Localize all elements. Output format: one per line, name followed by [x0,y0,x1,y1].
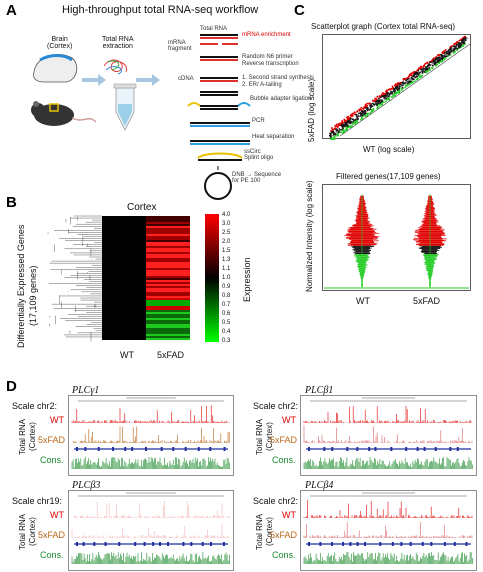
fad-label: 5xFAD [270,435,297,445]
fad-label: 5xFAD [270,530,297,540]
legend-tick: 1.3 [222,257,230,263]
legend-tick: 0.4 [222,329,230,335]
filtered-ylabel: Normalized Intensity (log scale) [305,180,314,292]
mouse-icon [31,101,96,126]
legend-tick: 2.5 [222,230,230,236]
heatmap-5xfad-column [146,216,190,340]
scatter-ylabel: 5xFAD (log scale) [307,79,316,142]
legend-tick: 0.3 [222,338,230,344]
genome-browser-view [68,490,234,572]
dendrogram [48,216,102,341]
genome-track-1: PLCβ1 Scale chr2: Total RNA (Cortex) WT … [245,385,483,477]
brain-icon [33,54,76,82]
expression-legend-ticks: 4.0 3.0 2.5 2.0 1.5 1.3 1.1 1.0 0.9 0.8 0.7 0.6 0.5 0… [222,212,240,342]
heatmap-col-wt: WT [120,350,134,360]
total-rna-label: Total RNA [18,419,27,455]
heatmap-col-5xfad: 5xFAD [157,350,184,360]
scale-label: Scale chr2: [253,496,298,506]
step-second-strand: 1. Second strand synthesis [242,75,314,81]
legend-tick: 0.5 [222,320,230,326]
filtered-title: Filtered genes(17,109 genes) [336,172,441,181]
cons-label: Cons. [40,550,64,560]
total-rna-label: Total RNA [255,514,264,550]
step-random-primer: Random N6 primer [242,54,293,60]
wt-label: WT [282,510,296,520]
heatmap [40,214,200,344]
scatter-title: Scatterplot graph (Cortex total RNA-seq) [311,22,455,31]
wt-label: WT [50,415,64,425]
legend-tick: 0.7 [222,302,230,308]
step-pcr: PCR [252,118,265,124]
genome-track-2: PLCβ3 Scale chr19: Total RNA (Cortex) WT… [0,480,240,572]
panel-b-label: B [6,194,17,211]
scatter-xlabel: WT (log scale) [363,145,414,154]
tube-icon [114,84,136,130]
expression-color-scale [205,214,221,344]
heatmap-ylabel-2: (17,109 genes) [28,265,38,326]
filtered-col-wt: WT [356,296,370,306]
legend-tick: 0.9 [222,284,230,290]
filtered-genes-plot [322,184,472,292]
total-rna-label: Total RNA [18,514,27,550]
step-er-tailing: 2. ER/ A-tailing [242,82,282,88]
fad-label: 5xFAD [38,435,65,445]
genome-browser-view [300,395,477,477]
legend-tick: 0.8 [222,293,230,299]
cons-label: Cons. [272,550,296,560]
legend-tick: 1.5 [222,248,230,254]
legend-tick: 0.6 [222,311,230,317]
legend-tick: 4.0 [222,212,230,218]
scale-label: Scale chr2: [253,401,298,411]
arrow-icon [136,74,160,86]
step-cdna: cDNA [178,76,194,82]
cortex-label: (Cortex) [28,517,37,546]
genome-browser-view [68,395,234,477]
filtered-col-5xfad: 5xFAD [413,296,440,306]
genome-track-0: PLCγ1 Scale chr2: Total RNA (Cortex) WT … [0,385,240,477]
legend-tick: 1.0 [222,275,230,281]
panel-c-label: C [294,2,305,19]
cortex-label: (Cortex) [28,422,37,451]
scale-label: Scale chr2: [12,401,57,411]
genome-track-3: PLCβ4 Scale chr2: Total RNA (Cortex) WT … [245,480,483,572]
heatmap-wt-column [102,216,146,340]
fad-label: 5xFAD [38,530,65,540]
wt-label: WT [50,510,64,520]
total-rna-label: Total RNA [255,419,264,455]
expression-legend-title: Expression [242,257,252,302]
cons-label: Cons. [40,455,64,465]
step-total-rna: Total RNA [200,26,227,32]
step-mrna-enrich: mRNA enrichment [242,32,291,38]
rna-tangle-icon [104,60,127,74]
step-bubble: Bubble adapter ligation [250,96,311,102]
arrow-icon [82,74,106,86]
scale-label: Scale chr19: [12,496,62,506]
cons-label: Cons. [272,455,296,465]
legend-tick: 3.0 [222,221,230,227]
legend-tick: 1.1 [222,266,230,272]
wt-label: WT [282,415,296,425]
step-reverse: Reverse transcription [242,61,299,67]
step-heat: Heat separation [252,134,294,140]
heatmap-ylabel: Differentially Expressed Genes [16,225,26,348]
legend-tick: 2.0 [222,239,230,245]
genome-browser-view [300,490,477,572]
heatmap-title: Cortex [127,202,156,213]
scatterplot [322,34,472,140]
